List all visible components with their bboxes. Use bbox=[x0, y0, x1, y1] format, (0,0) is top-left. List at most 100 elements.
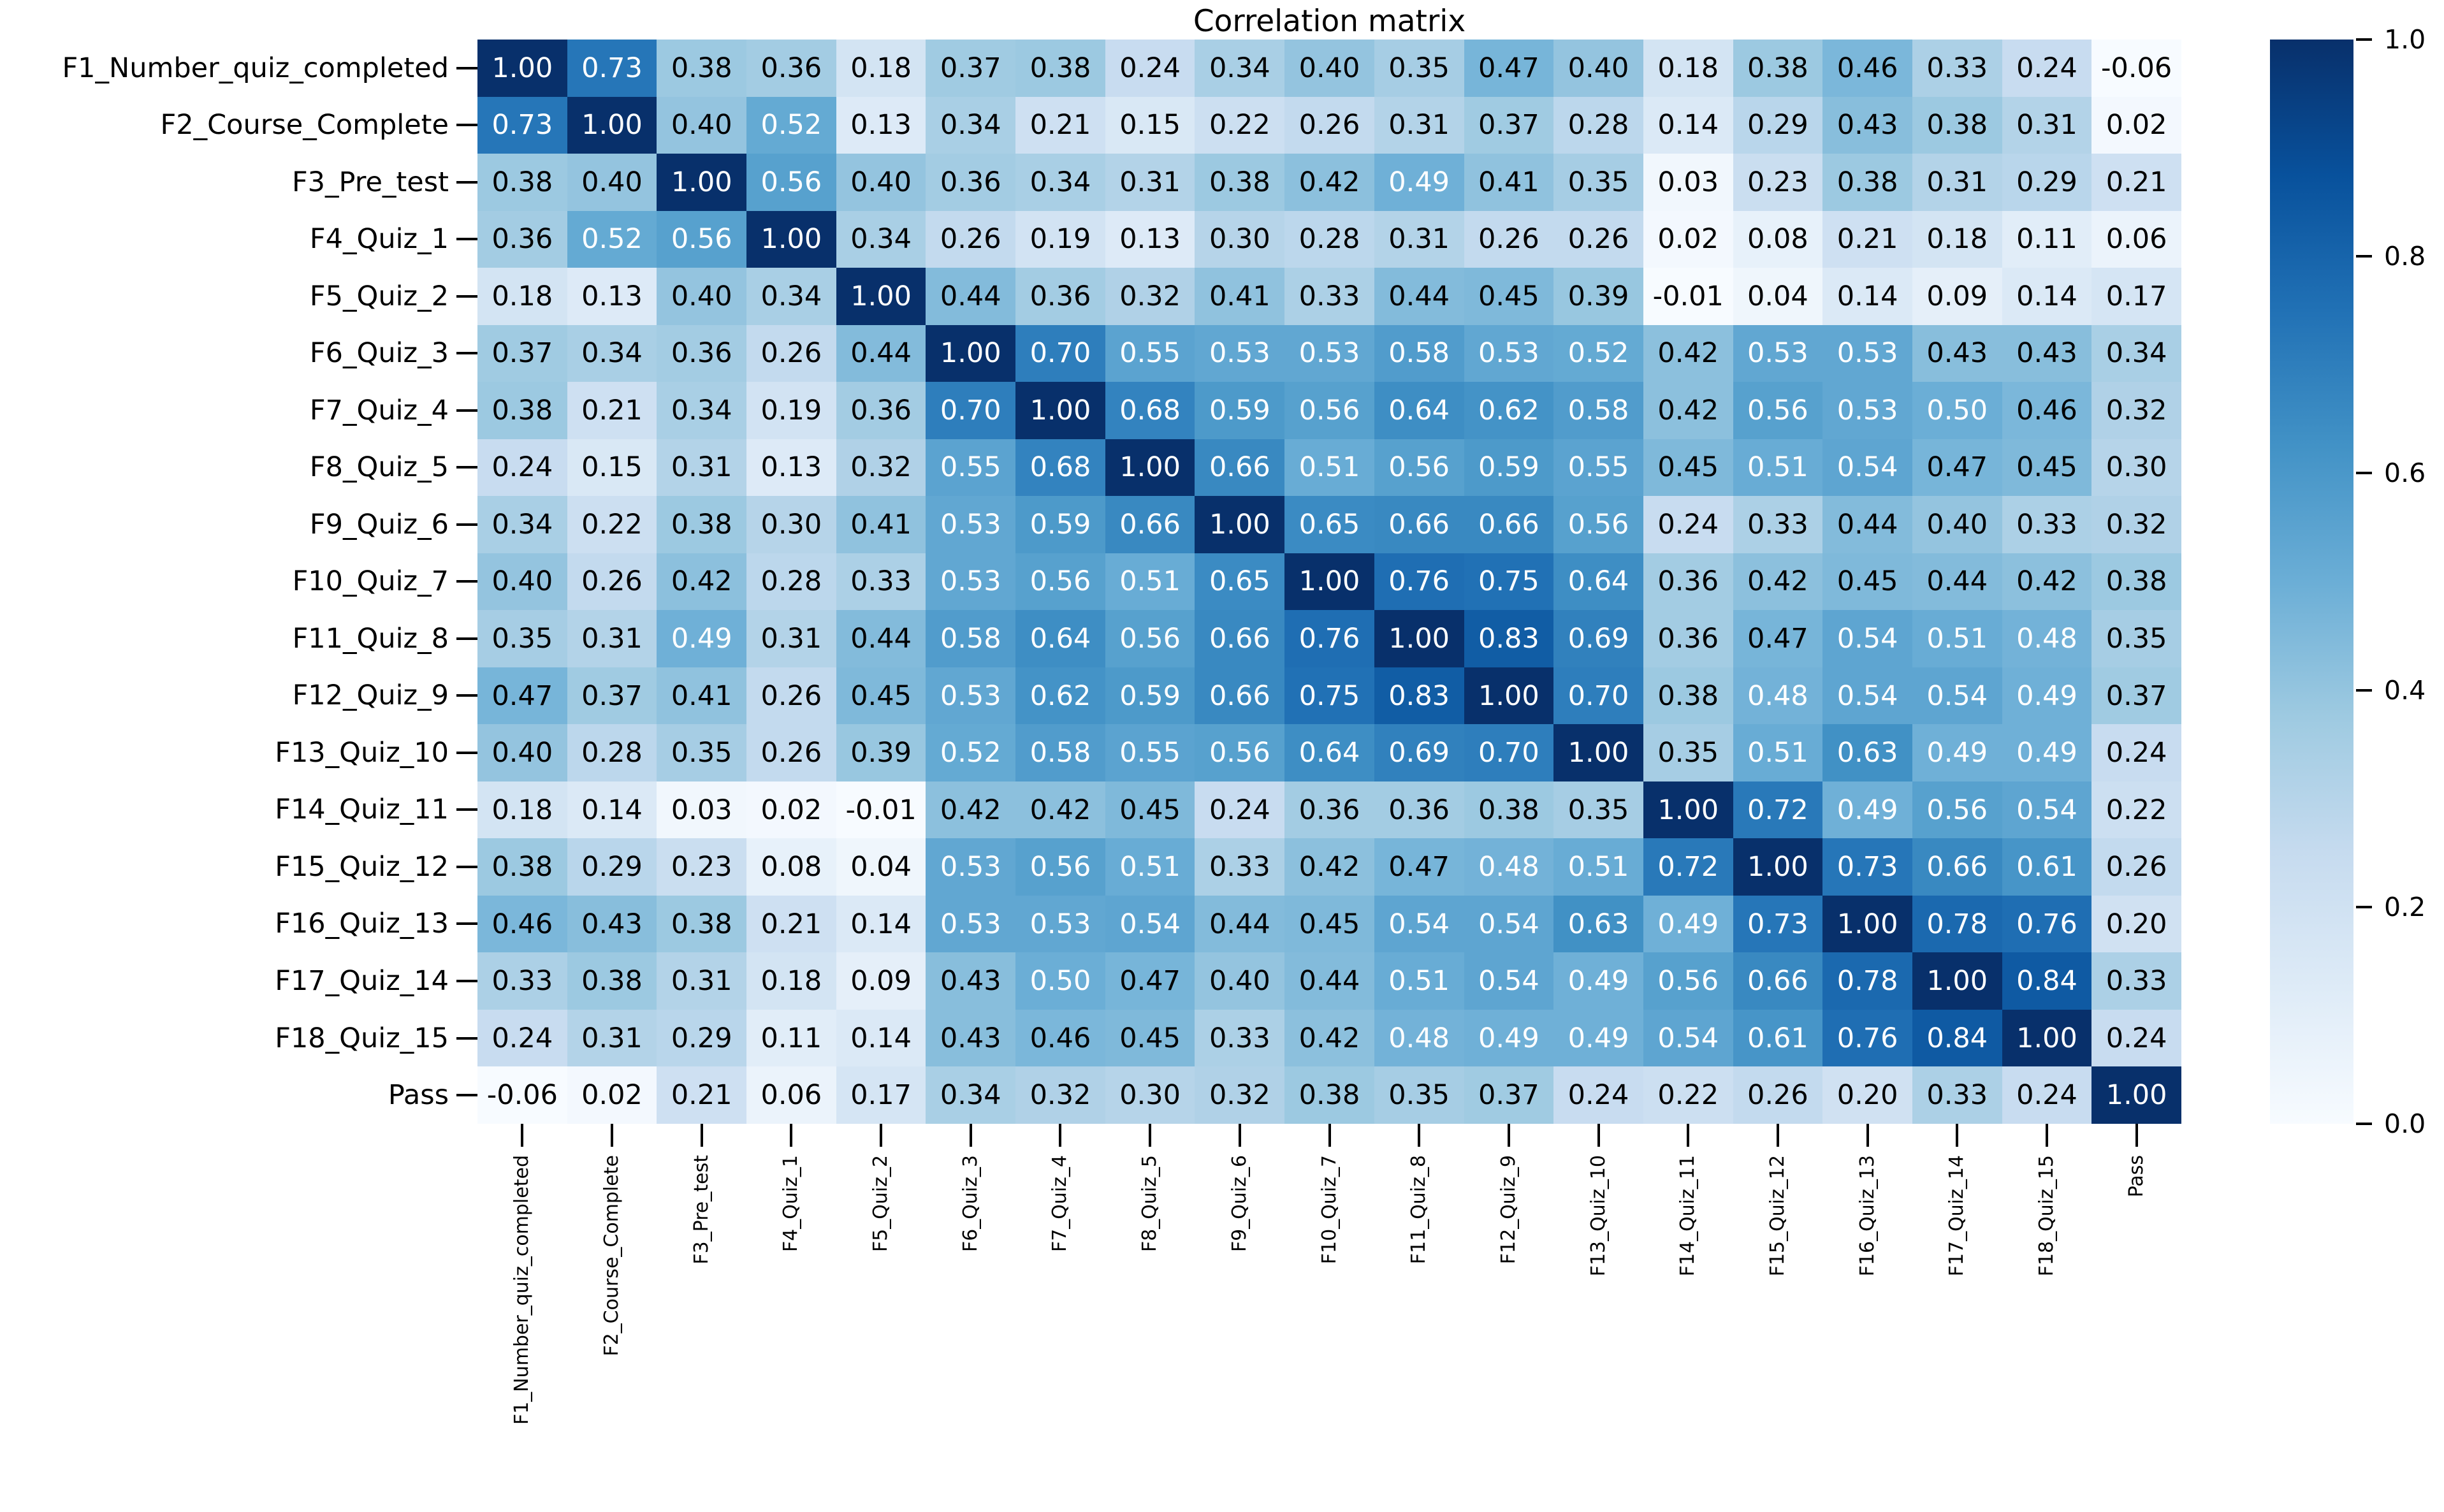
y-axis-row: F1_Number_quiz_completed bbox=[0, 40, 477, 97]
heatmap-cell: 0.26 bbox=[1464, 210, 1554, 268]
heatmap-cell: 0.53 bbox=[1822, 324, 1912, 382]
heatmap-cell: 0.38 bbox=[657, 496, 747, 553]
x-tick-label: F7_Quiz_4 bbox=[1049, 1155, 1072, 1253]
heatmap-cell: 0.29 bbox=[2002, 154, 2092, 211]
heatmap-cell: 0.54 bbox=[1464, 895, 1554, 953]
heatmap-cell: 0.06 bbox=[2091, 210, 2181, 268]
heatmap-cell: 0.20 bbox=[2091, 895, 2181, 953]
x-tick-label: F12_Quiz_9 bbox=[1497, 1155, 1520, 1265]
x-tick-label: F4_Quiz_1 bbox=[780, 1155, 803, 1253]
heatmap-cell: 0.23 bbox=[657, 838, 747, 896]
colorbar-tick-label: 0.4 bbox=[2384, 674, 2426, 706]
heatmap-cell: 0.17 bbox=[2091, 268, 2181, 325]
heatmap-cell: 0.35 bbox=[1553, 781, 1643, 839]
x-tick-mark bbox=[1328, 1124, 1331, 1147]
heatmap-cell: 0.02 bbox=[746, 781, 836, 839]
heatmap-cell: 0.44 bbox=[1374, 268, 1464, 325]
y-tick-mark bbox=[456, 352, 477, 355]
heatmap-cell: 0.34 bbox=[567, 324, 657, 382]
heatmap-cell: 0.21 bbox=[567, 382, 657, 439]
heatmap-cell: 0.54 bbox=[1105, 895, 1195, 953]
y-tick-label: F5_Quiz_2 bbox=[309, 280, 449, 312]
colorbar-gradient bbox=[2270, 40, 2353, 1124]
heatmap-cell: 0.49 bbox=[1643, 895, 1733, 953]
heatmap-grid: 1.00 0.73 0.38 0.36 0.18 0.37 0.38 0.24 0.34 0.40… bbox=[477, 40, 2181, 1124]
heatmap-cell: 1.00 bbox=[1553, 724, 1643, 781]
heatmap-cell: 0.26 bbox=[1733, 1066, 1823, 1124]
x-tick-label: F17_Quiz_14 bbox=[1946, 1155, 1968, 1277]
heatmap-cell: 0.56 bbox=[1284, 382, 1374, 439]
y-axis-row: F8_Quiz_5 bbox=[0, 439, 477, 497]
heatmap-cell: 0.40 bbox=[1284, 40, 1374, 97]
heatmap-cell: 0.38 bbox=[1015, 40, 1105, 97]
y-axis-row: F16_Quiz_13 bbox=[0, 896, 477, 953]
heatmap-cell: 0.43 bbox=[2002, 324, 2092, 382]
heatmap-cell: 0.76 bbox=[1822, 1009, 1912, 1067]
heatmap-cell: 0.14 bbox=[1643, 96, 1733, 154]
heatmap-cell: 0.53 bbox=[926, 667, 1016, 725]
heatmap-cell: 0.32 bbox=[2091, 496, 2181, 553]
heatmap-cell: 0.49 bbox=[1822, 781, 1912, 839]
heatmap-cell: 0.21 bbox=[746, 895, 836, 953]
x-tick-mark bbox=[611, 1124, 614, 1147]
heatmap-cell: 0.35 bbox=[1643, 724, 1733, 781]
heatmap-cell: 0.32 bbox=[836, 439, 926, 497]
x-tick-mark bbox=[1059, 1124, 1062, 1147]
x-tick-mark bbox=[1687, 1124, 1690, 1147]
heatmap-cell: 0.51 bbox=[1733, 439, 1823, 497]
y-tick-mark bbox=[456, 409, 477, 412]
heatmap-cell: 0.37 bbox=[1464, 96, 1554, 154]
heatmap-cell: 0.51 bbox=[1105, 553, 1195, 611]
heatmap-cell: 0.33 bbox=[836, 553, 926, 611]
heatmap-cell: 0.72 bbox=[1643, 838, 1733, 896]
heatmap-cell: 0.64 bbox=[1553, 553, 1643, 611]
heatmap-cell: 0.42 bbox=[1284, 1009, 1374, 1067]
heatmap-cell: 1.00 bbox=[2002, 1009, 2092, 1067]
heatmap-cell: 0.31 bbox=[1105, 154, 1195, 211]
heatmap-cell: 0.45 bbox=[1105, 1009, 1195, 1067]
heatmap-cell: 0.84 bbox=[1912, 1009, 2002, 1067]
heatmap-cell: 0.33 bbox=[1733, 496, 1823, 553]
heatmap-cell: 0.13 bbox=[567, 268, 657, 325]
heatmap-cell: 0.36 bbox=[836, 382, 926, 439]
y-axis-row: F18_Quiz_15 bbox=[0, 1010, 477, 1067]
colorbar-tick-label: 0.0 bbox=[2384, 1109, 2426, 1139]
heatmap-cell: 0.55 bbox=[1105, 724, 1195, 781]
heatmap-cell: 0.36 bbox=[477, 210, 567, 268]
heatmap-cell: 0.51 bbox=[1105, 838, 1195, 896]
heatmap-cell: 0.23 bbox=[1733, 154, 1823, 211]
y-tick-label: F14_Quiz_11 bbox=[275, 794, 449, 826]
heatmap-cell: 0.70 bbox=[1015, 324, 1105, 382]
heatmap-cell: 0.43 bbox=[926, 952, 1016, 1010]
heatmap-cell: 0.33 bbox=[477, 952, 567, 1010]
heatmap-cell: 0.36 bbox=[746, 40, 836, 97]
y-tick-mark bbox=[456, 865, 477, 868]
y-tick-mark bbox=[456, 238, 477, 241]
y-tick-mark bbox=[456, 808, 477, 811]
heatmap-cell: 0.66 bbox=[1105, 496, 1195, 553]
y-tick-label: F3_Pre_test bbox=[291, 166, 449, 198]
heatmap-cell: 0.35 bbox=[1374, 40, 1464, 97]
x-tick-mark bbox=[1149, 1124, 1152, 1147]
heatmap-cell: 0.49 bbox=[2002, 667, 2092, 725]
heatmap-cell: 1.00 bbox=[1374, 610, 1464, 667]
heatmap-cell: 0.53 bbox=[1822, 382, 1912, 439]
heatmap-cell: 0.33 bbox=[2091, 952, 2181, 1010]
y-axis-row: F13_Quiz_10 bbox=[0, 724, 477, 781]
heatmap-cell: 0.46 bbox=[1015, 1009, 1105, 1067]
heatmap-cell: 0.56 bbox=[1105, 610, 1195, 667]
heatmap-cell: 0.26 bbox=[746, 724, 836, 781]
heatmap-cell: 0.34 bbox=[836, 210, 926, 268]
heatmap-cell: 0.21 bbox=[657, 1066, 747, 1124]
y-axis-row: Pass bbox=[0, 1066, 477, 1124]
heatmap-cell: 0.45 bbox=[1643, 439, 1733, 497]
x-tick-label: F1_Number_quiz_completed bbox=[511, 1155, 534, 1425]
heatmap-cell: 0.64 bbox=[1284, 724, 1374, 781]
y-axis-row: F6_Quiz_3 bbox=[0, 325, 477, 382]
heatmap-cell: 1.00 bbox=[836, 268, 926, 325]
heatmap-cell: 0.34 bbox=[746, 268, 836, 325]
heatmap-cell: 0.40 bbox=[657, 268, 747, 325]
heatmap-cell: 0.51 bbox=[1284, 439, 1374, 497]
x-tick-mark bbox=[2045, 1124, 2048, 1147]
heatmap-cell: 0.02 bbox=[567, 1066, 657, 1124]
